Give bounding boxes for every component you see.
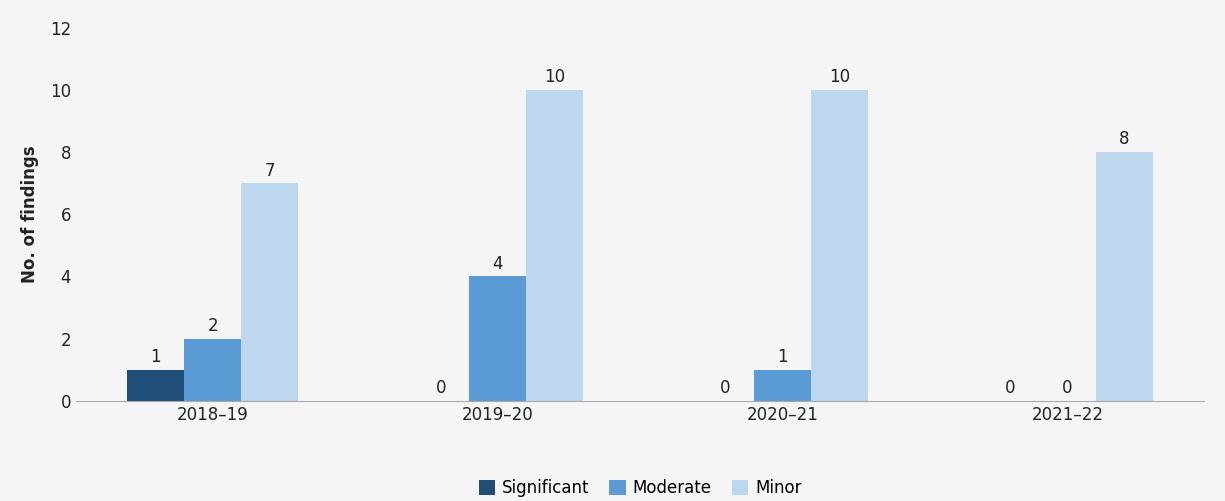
- Y-axis label: No. of findings: No. of findings: [21, 145, 39, 283]
- Text: 1: 1: [777, 348, 788, 366]
- Bar: [469, 277, 527, 401]
- Bar: [527, 90, 583, 401]
- Text: 0: 0: [1062, 379, 1073, 397]
- Bar: [241, 183, 298, 401]
- Bar: [127, 370, 184, 401]
- Bar: [1096, 152, 1153, 401]
- Bar: [811, 90, 869, 401]
- Text: 0: 0: [435, 379, 446, 397]
- Text: 2: 2: [207, 317, 218, 335]
- Legend: Significant, Moderate, Minor: Significant, Moderate, Minor: [472, 472, 808, 501]
- Bar: [184, 339, 241, 401]
- Text: 4: 4: [492, 255, 503, 273]
- Bar: [755, 370, 811, 401]
- Text: 10: 10: [829, 68, 850, 86]
- Text: 7: 7: [265, 161, 276, 179]
- Text: 0: 0: [720, 379, 731, 397]
- Text: 10: 10: [544, 68, 565, 86]
- Text: 1: 1: [151, 348, 162, 366]
- Text: 0: 0: [1006, 379, 1016, 397]
- Text: 8: 8: [1120, 130, 1129, 148]
